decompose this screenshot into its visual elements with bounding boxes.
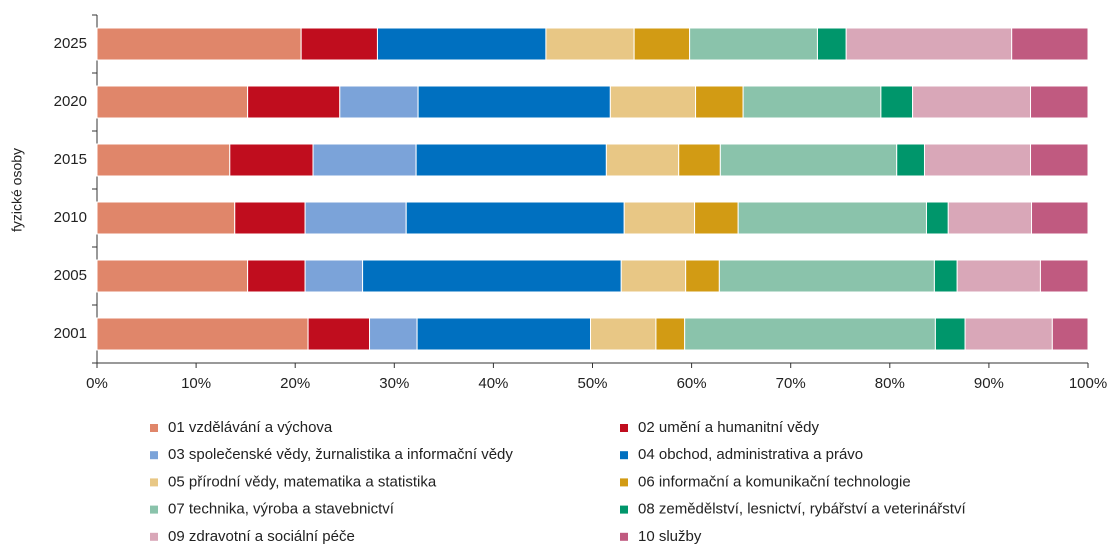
bar-segment [247, 259, 306, 293]
bar-segment [405, 201, 625, 235]
bar-segment [1011, 27, 1089, 61]
bar-segment [376, 27, 547, 61]
bar-segment [96, 27, 302, 61]
legend-label: 10 služby [638, 528, 702, 545]
bar-segment [96, 317, 309, 351]
bar-segment [247, 85, 341, 119]
bar-segment [912, 85, 1032, 119]
bar-segment [655, 317, 686, 351]
bar-segment [416, 317, 592, 351]
bar-segment [678, 143, 721, 177]
bar-segment [684, 317, 936, 351]
bar-segment [339, 85, 419, 119]
legend-swatch [150, 424, 158, 432]
bar-segment [845, 27, 1013, 61]
x-tick-label: 70% [776, 375, 806, 392]
legend-swatch [150, 478, 158, 487]
bar-segment [1030, 85, 1089, 119]
bar-segment [933, 259, 958, 293]
bar-segment [1039, 259, 1089, 293]
legend-swatch [620, 505, 628, 514]
bar-segment [417, 85, 611, 119]
bar-segment [880, 85, 914, 119]
x-tick-label: 20% [280, 375, 310, 392]
legend-label: 07 technika, výroba a stavebnictví [168, 501, 395, 518]
bar-segment [362, 259, 622, 293]
x-tick-label: 90% [974, 375, 1004, 392]
bar-segment [415, 143, 607, 177]
legend-swatch [150, 505, 158, 514]
bar-segment [229, 143, 314, 177]
bar-segment [737, 201, 927, 235]
x-tick-label: 10% [181, 375, 211, 392]
bar-segment [96, 259, 249, 293]
y-tick-label: 2015 [54, 151, 87, 168]
bar-segment [590, 317, 657, 351]
legend-swatch [620, 532, 628, 541]
bar-segment [96, 143, 231, 177]
bar-segment [307, 317, 371, 351]
bar-segment [304, 201, 407, 235]
bar-segment [685, 259, 720, 293]
bar-segment [312, 143, 417, 177]
y-tick-label: 2025 [54, 35, 87, 52]
x-tick-label: 30% [379, 375, 409, 392]
bar-segment [1051, 317, 1089, 351]
y-tick-label: 2010 [54, 209, 87, 226]
legend-swatch [150, 451, 158, 460]
bar-segment [694, 201, 739, 235]
x-tick-label: 100% [1069, 375, 1107, 392]
legend-label: 04 obchod, administrativa a právo [638, 446, 863, 463]
y-tick-label: 2020 [54, 93, 87, 110]
bar-segment [633, 27, 691, 61]
legend-label: 03 společenské vědy, žurnalistika a info… [168, 446, 513, 463]
bar-segment [689, 27, 818, 61]
bar-segment [545, 27, 635, 61]
bar-segment [934, 317, 966, 351]
bar-segment [718, 259, 935, 293]
bar-segment [96, 85, 249, 119]
legend-swatch [150, 532, 158, 541]
legend-label: 08 zemědělství, lesnictví, rybářství a v… [638, 501, 966, 518]
bar-segment [1031, 201, 1089, 235]
bar-segment [234, 201, 306, 235]
bar-segment [964, 317, 1053, 351]
legend-swatch [620, 424, 628, 432]
legend-swatch [620, 451, 628, 460]
bar-segment [742, 85, 882, 119]
x-tick-label: 60% [677, 375, 707, 392]
x-tick-label: 40% [478, 375, 508, 392]
bar-segment [304, 259, 364, 293]
legend-label: 05 přírodní vědy, matematika a statistik… [168, 473, 437, 490]
bar-segment [623, 201, 696, 235]
bar-segment [609, 85, 697, 119]
legend-label: 09 zdravotní a sociální péče [168, 528, 355, 545]
bar-segment [947, 201, 1033, 235]
bar-segment [896, 143, 925, 177]
bar-segment [605, 143, 680, 177]
bar-segment [96, 201, 236, 235]
bar-segment [1030, 143, 1089, 177]
legend-label: 02 umění a humanitní vědy [638, 419, 819, 436]
bar-segment [369, 317, 418, 351]
bar-segment [923, 143, 1032, 177]
y-axis-label: fyzické osoby [9, 148, 25, 232]
x-tick-label: 50% [577, 375, 607, 392]
bar-segment [300, 27, 378, 61]
y-tick-label: 2001 [54, 325, 87, 342]
bar-segment [620, 259, 687, 293]
legend-label: 01 vzdělávání a výchova [168, 419, 333, 436]
bar-segment [816, 27, 847, 61]
bar-segment [956, 259, 1041, 293]
legend-label: 06 informační a komunikační technologie [638, 473, 911, 490]
bar-segment [695, 85, 744, 119]
bar-segment [925, 201, 949, 235]
x-tick-label: 80% [875, 375, 905, 392]
y-tick-label: 2005 [54, 267, 87, 284]
legend-swatch [620, 478, 628, 487]
bar-segment [719, 143, 898, 177]
x-tick-label: 0% [86, 375, 108, 392]
